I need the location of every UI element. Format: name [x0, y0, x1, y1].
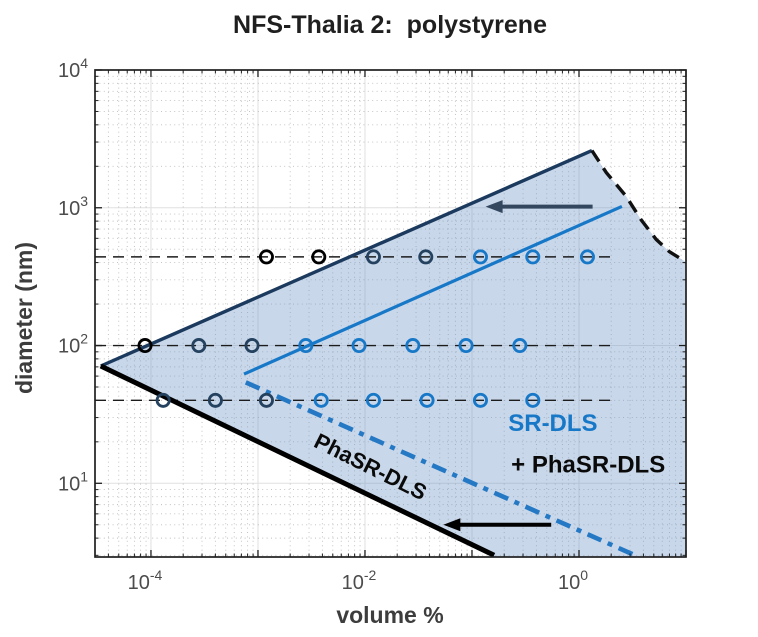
marker-40nm-blue: [313, 392, 329, 408]
marker-40nm-navy: [207, 392, 223, 408]
limit-lines: [99, 149, 687, 558]
marker-100nm-navy: [244, 338, 260, 354]
upper-left-arrow-head: [485, 200, 503, 214]
sr-dls-lower-limit-line: [244, 380, 636, 558]
x-tick-label-10e-4: 10-4: [128, 567, 163, 594]
x-tick-label-10e-2: 10-2: [342, 567, 377, 594]
chart-title: NFS-Thalia 2: polystyrene: [233, 11, 547, 39]
marker-100nm-navy: [191, 338, 207, 354]
marker-40nm-blue: [525, 392, 541, 408]
marker-440nm-black: [311, 249, 327, 265]
data-markers: [137, 249, 595, 408]
sr-dls-upper-limit-line: [243, 204, 623, 376]
marker-100nm-blue: [458, 338, 474, 354]
marker-100nm-blue: [351, 338, 367, 354]
marker-440nm-navy: [418, 249, 434, 265]
high-concentration-limit-line: [590, 149, 687, 264]
marker-100nm-black: [137, 338, 153, 354]
axis-box-and-ticks: [94, 69, 687, 558]
marker-100nm-blue: [405, 338, 421, 354]
y-tick-label-10e3: 103: [58, 193, 88, 220]
y-axis-label: diameter (nm): [11, 242, 37, 394]
y-tick-label-10e2: 102: [58, 331, 88, 358]
direction-arrows: [443, 200, 593, 532]
phasr-dls-lower-limit-line: [99, 363, 496, 558]
y-tick-label-10e4: 104: [58, 55, 88, 82]
marker-100nm-blue: [298, 338, 314, 354]
marker-40nm-blue: [419, 392, 435, 408]
lower-left-arrow-head: [443, 518, 461, 532]
sr-dls-label: SR-DLS: [508, 410, 597, 437]
y-tick-label-10e1: 101: [58, 468, 88, 495]
marker-40nm-blue: [472, 392, 488, 408]
measurable-region: [100, 150, 687, 557]
measurable-region-fill: [100, 150, 687, 557]
x-axis-label: volume %: [336, 602, 443, 628]
marker-440nm-blue: [472, 249, 488, 265]
plus-phasr-dls-label: + PhaSR-DLS: [511, 451, 665, 478]
marker-100nm-blue: [512, 338, 528, 354]
marker-440nm-blue: [579, 249, 595, 265]
plot-border: [94, 69, 687, 558]
marker-40nm-navy: [258, 392, 274, 408]
marker-40nm-blue: [365, 392, 381, 408]
marker-440nm-blue: [525, 249, 541, 265]
x-tick-label-10e0: 100: [558, 567, 588, 594]
tick-labels: 10-4 10-2 100 101 102 103 104: [58, 55, 588, 594]
marker-40nm-navy: [155, 392, 171, 408]
marker-440nm-navy: [365, 249, 381, 265]
marker-440nm-black: [258, 249, 274, 265]
upper-size-limit-line: [100, 149, 593, 368]
